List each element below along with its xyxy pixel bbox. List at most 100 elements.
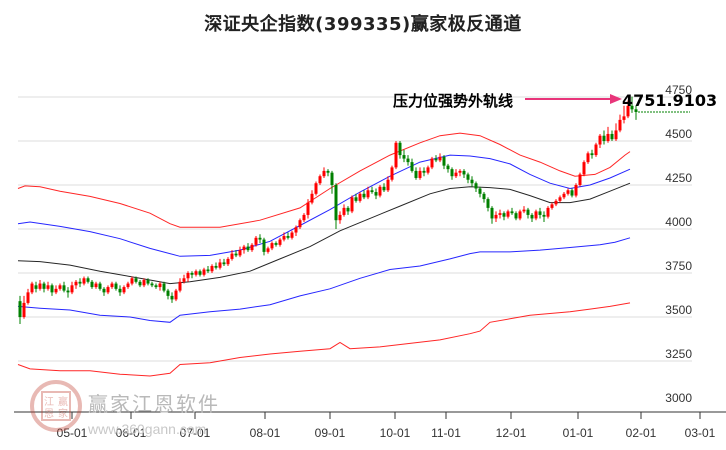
candle — [178, 281, 182, 291]
candle — [18, 301, 22, 317]
candle — [174, 290, 178, 300]
candle — [102, 288, 106, 293]
candle — [454, 172, 458, 177]
candle — [318, 176, 322, 184]
candle — [490, 207, 494, 219]
candle — [198, 271, 202, 275]
candle — [142, 280, 146, 286]
annotation-value: 4751.9103 — [622, 91, 717, 110]
candle — [398, 142, 402, 156]
candle — [22, 302, 26, 317]
candle — [502, 213, 506, 217]
candle — [590, 153, 594, 156]
candle — [310, 193, 314, 203]
candle — [202, 269, 206, 275]
candle — [586, 153, 590, 163]
candle — [442, 156, 446, 166]
candle — [462, 170, 466, 175]
watermark-brand: 赢家江恩软件 — [88, 392, 220, 416]
upper-outer-band-line — [17, 132, 631, 228]
y-tick-label: 4000 — [665, 215, 692, 229]
svg-text:恩: 恩 — [44, 408, 54, 420]
candle — [226, 258, 230, 265]
candle — [210, 265, 214, 272]
chart-title: 深证央企指数(399335)赢家极反通道 — [204, 14, 522, 35]
x-tick-label: 05-01 — [57, 426, 88, 440]
middle-line-line — [17, 182, 631, 285]
candle — [234, 253, 238, 256]
candle — [182, 278, 186, 282]
candle — [618, 119, 622, 131]
channel-bands — [17, 132, 631, 377]
candle — [206, 269, 210, 272]
candle — [558, 197, 562, 201]
candle — [326, 170, 330, 173]
watermark-logo: 江 赢 恩 家 — [30, 380, 82, 437]
candle — [530, 214, 534, 219]
candle — [78, 281, 82, 284]
candle — [446, 165, 450, 170]
candle — [98, 283, 102, 289]
candle — [602, 135, 606, 141]
x-tick-label: 07-01 — [180, 426, 211, 440]
candle — [274, 243, 278, 245]
candle — [406, 158, 410, 163]
candle — [562, 193, 566, 198]
svg-text:家: 家 — [58, 407, 68, 420]
candle — [598, 135, 602, 145]
y-tick-label: 4500 — [665, 127, 692, 141]
lower-inner-band-line — [17, 237, 631, 323]
candle — [350, 197, 354, 212]
candle — [118, 288, 122, 293]
candle — [74, 281, 78, 286]
candle — [94, 283, 98, 288]
watermark-url: www.360gann.com — [88, 421, 207, 437]
candle — [126, 283, 130, 288]
candle — [366, 190, 370, 198]
candle — [578, 174, 582, 185]
candle — [238, 250, 242, 256]
candle — [542, 214, 546, 217]
candle — [526, 209, 530, 215]
candlesticks — [18, 96, 638, 325]
candle — [38, 283, 42, 289]
candle — [334, 185, 338, 221]
candle — [230, 253, 234, 259]
y-axis: 4750 4500 4250 4000 3750 3500 3250 3000 — [665, 83, 692, 405]
candle — [354, 197, 358, 201]
candle — [138, 281, 142, 286]
candle — [306, 202, 310, 215]
x-tick-label: 09-01 — [315, 426, 346, 440]
candle — [218, 262, 222, 268]
candle — [222, 262, 226, 265]
candle — [246, 246, 250, 251]
candle — [574, 185, 578, 196]
annotation: 压力位强势外轨线 4751.9103 — [393, 91, 717, 110]
candle — [522, 209, 526, 212]
candle — [186, 273, 190, 279]
candle — [430, 158, 434, 168]
candle — [634, 109, 638, 112]
candle — [630, 105, 634, 110]
candle — [66, 290, 70, 293]
x-tick-label: 08-01 — [250, 426, 281, 440]
x-tick-label: 10-01 — [380, 426, 411, 440]
candle — [154, 285, 158, 288]
candle — [254, 237, 258, 245]
x-tick-label: 01-01 — [563, 426, 594, 440]
candle — [486, 199, 490, 208]
lower-outer-band-line — [17, 302, 631, 377]
x-tick-label: 12-01 — [496, 426, 527, 440]
candle — [550, 204, 554, 208]
candle — [382, 186, 386, 191]
candle — [534, 211, 538, 219]
candle — [290, 232, 294, 238]
candle — [162, 283, 166, 291]
candle — [514, 213, 518, 219]
candle — [426, 167, 430, 173]
candle — [466, 174, 470, 180]
candle — [402, 155, 406, 159]
candle — [374, 192, 378, 196]
candle — [622, 116, 626, 120]
candle — [214, 265, 218, 268]
